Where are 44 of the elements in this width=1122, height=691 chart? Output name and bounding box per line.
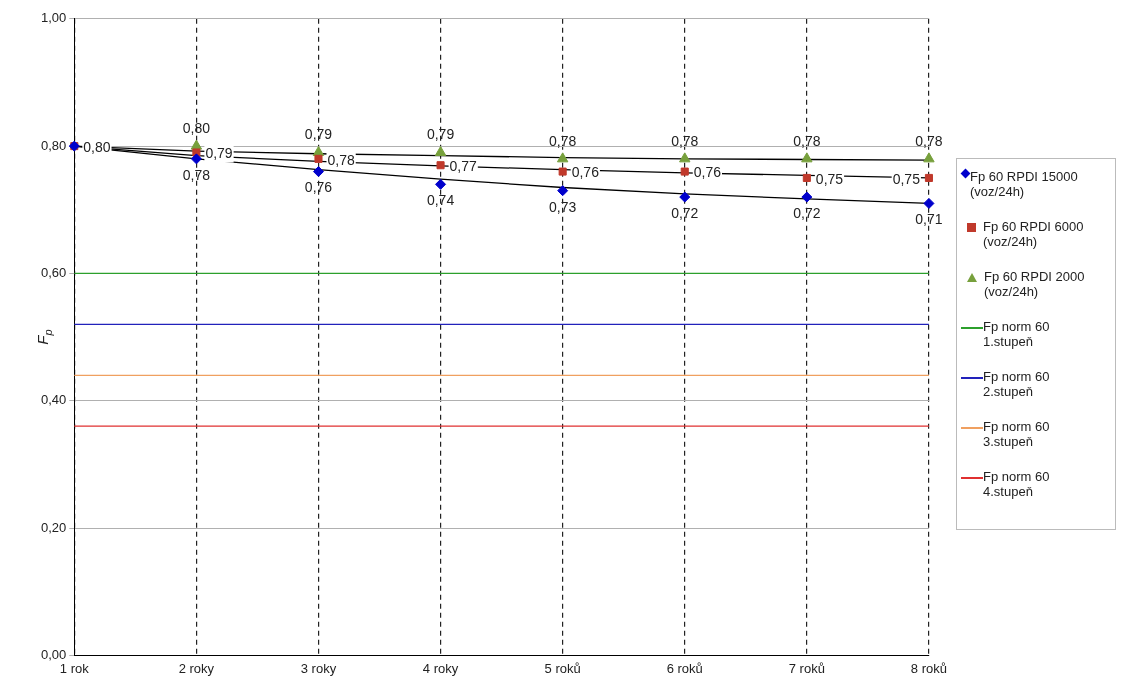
data-label: 0,76 xyxy=(693,164,722,181)
data-label: 0,78 xyxy=(327,151,355,168)
data-label: 0,74 xyxy=(426,192,455,209)
data-label: 0,80 xyxy=(182,119,211,136)
data-label: 0,75 xyxy=(892,170,921,187)
legend-label: Fp norm 60 2.stupeň xyxy=(983,369,1051,399)
legend-label: Fp norm 60 1.stupeň xyxy=(983,319,1051,349)
x-tick-label: 7 roků xyxy=(788,660,825,676)
y-tick-label: 1,00 xyxy=(40,10,67,26)
legend-label: Fp 60 RPDI 6000 (voz/24h) xyxy=(983,219,1085,249)
data-label: 0,75 xyxy=(815,170,844,187)
x-tick-label: 8 roků xyxy=(910,660,947,676)
data-label: 0,76 xyxy=(571,164,600,181)
data-label: 0,77 xyxy=(449,158,478,175)
data-label: 0,73 xyxy=(549,198,577,215)
data-label: 0,78 xyxy=(549,132,577,149)
y-axis-title: Fp xyxy=(34,329,54,345)
x-tick-label: 3 roky xyxy=(300,660,337,676)
data-label: 0,80 xyxy=(83,138,111,155)
x-tick-label: 2 roky xyxy=(178,660,215,676)
x-tick-label: 4 roky xyxy=(422,660,459,676)
data-label: 0,79 xyxy=(426,126,455,143)
data-label: 0,78 xyxy=(182,166,211,183)
legend-label: Fp 60 RPDI 2000 (voz/24h) xyxy=(984,269,1086,299)
y-tick-label: 0,40 xyxy=(40,392,67,408)
data-label: 0,78 xyxy=(793,132,821,149)
y-tick-label: 0,60 xyxy=(40,265,67,281)
data-label: 0,76 xyxy=(304,179,333,196)
legend-label: Fp 60 RPDI 15000 (voz/24h) xyxy=(970,169,1079,199)
legend-label: Fp norm 60 3.stupeň xyxy=(983,419,1051,449)
y-tick-label: 0,20 xyxy=(40,519,67,535)
x-tick-label: 6 roků xyxy=(666,660,703,676)
data-label: 0,72 xyxy=(793,204,821,221)
data-label: 0,78 xyxy=(915,132,943,149)
y-tick-label: 0,00 xyxy=(40,646,67,662)
data-label: 0,79 xyxy=(304,126,333,143)
data-label: 0,72 xyxy=(671,204,699,221)
legend-label: Fp norm 60 4.stupeň xyxy=(983,469,1051,499)
x-tick-label: 1 rok xyxy=(59,660,90,676)
y-tick-label: 0,80 xyxy=(40,137,67,153)
data-label: 0,71 xyxy=(915,211,943,228)
data-label: 0,78 xyxy=(671,132,699,149)
data-label: 0,79 xyxy=(205,145,233,162)
x-tick-label: 5 roků xyxy=(544,660,581,676)
